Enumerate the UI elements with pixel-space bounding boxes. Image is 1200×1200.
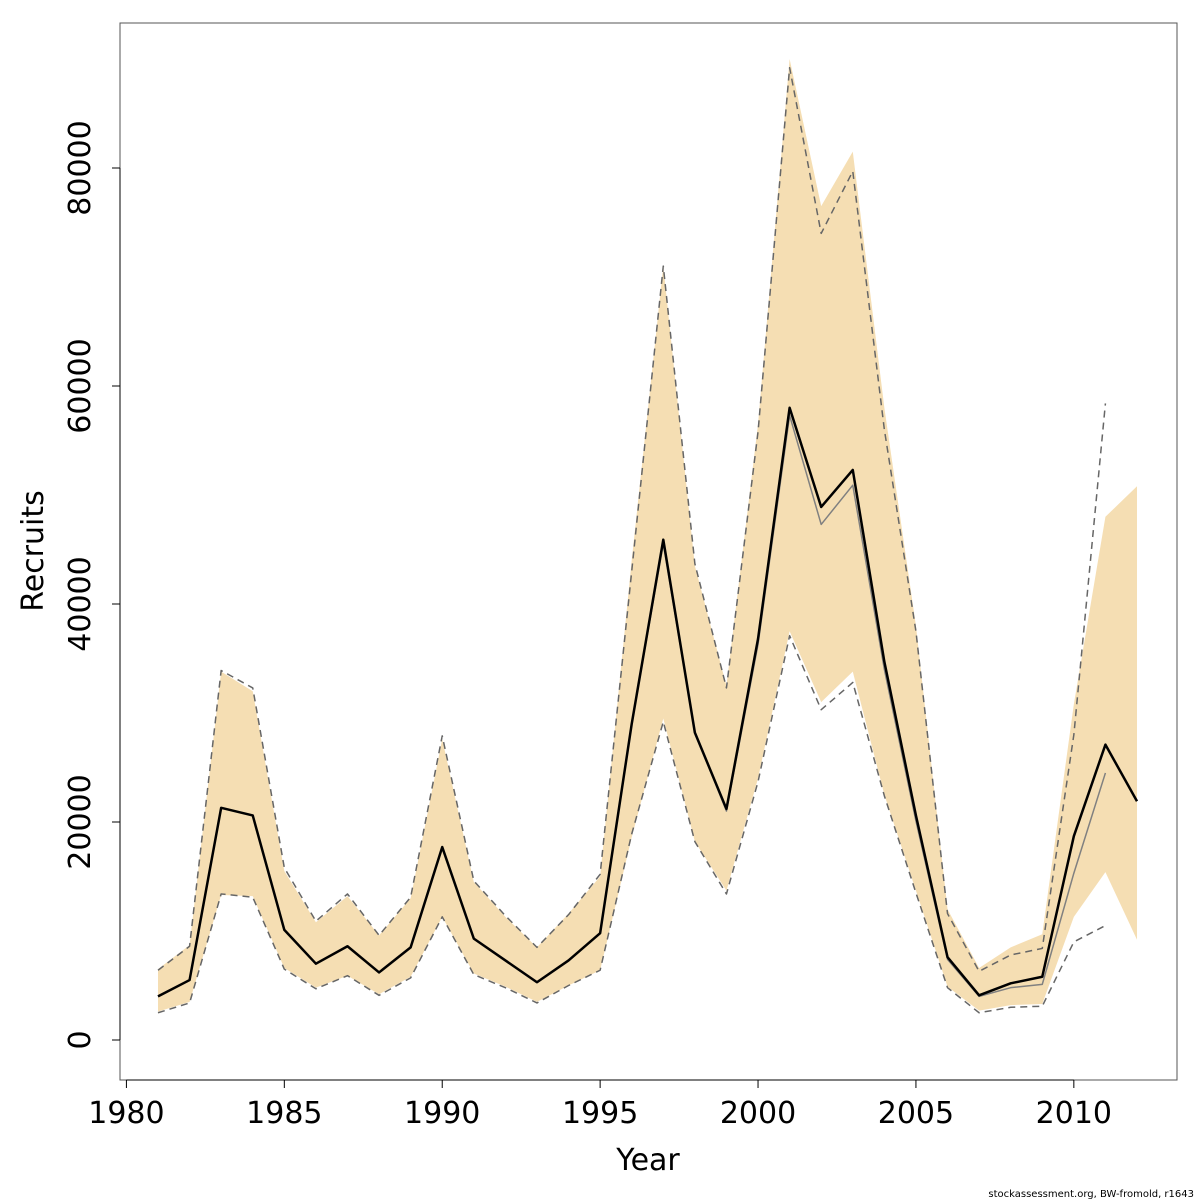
y-tick-label: 60000 (63, 338, 98, 433)
x-axis: 1980 1985 1990 1995 2000 2005 2010 (88, 1079, 1112, 1131)
footer-credit: stockassessment.org, BW-fromold, r1643 (988, 1189, 1194, 1200)
y-axis: 0 20000 40000 60000 80000 (63, 120, 121, 1050)
confidence-band-layer (158, 59, 1137, 1012)
previous-lower-bound-line (157, 634, 1106, 1014)
series-layer (157, 66, 1139, 1014)
x-tick-label: 2010 (1036, 1096, 1112, 1131)
y-tick-label: 40000 (63, 556, 98, 651)
current-estimate-line (157, 406, 1139, 998)
x-tick-label: 1980 (88, 1096, 164, 1131)
y-tick-label: 20000 (63, 774, 98, 869)
previous-upper-bound-line (157, 66, 1107, 973)
x-tick-label: 1995 (562, 1096, 638, 1131)
y-axis-title: Recruits (16, 490, 51, 612)
x-tick-label: 1985 (246, 1096, 322, 1131)
y-tick-label: 0 (63, 1030, 98, 1049)
x-axis-title: Year (615, 1143, 680, 1178)
y-tick-label: 80000 (63, 120, 98, 215)
x-tick-label: 2005 (878, 1096, 954, 1131)
x-tick-label: 1990 (404, 1096, 480, 1131)
x-tick-label: 2000 (720, 1096, 796, 1131)
confidence-band (158, 59, 1137, 1012)
